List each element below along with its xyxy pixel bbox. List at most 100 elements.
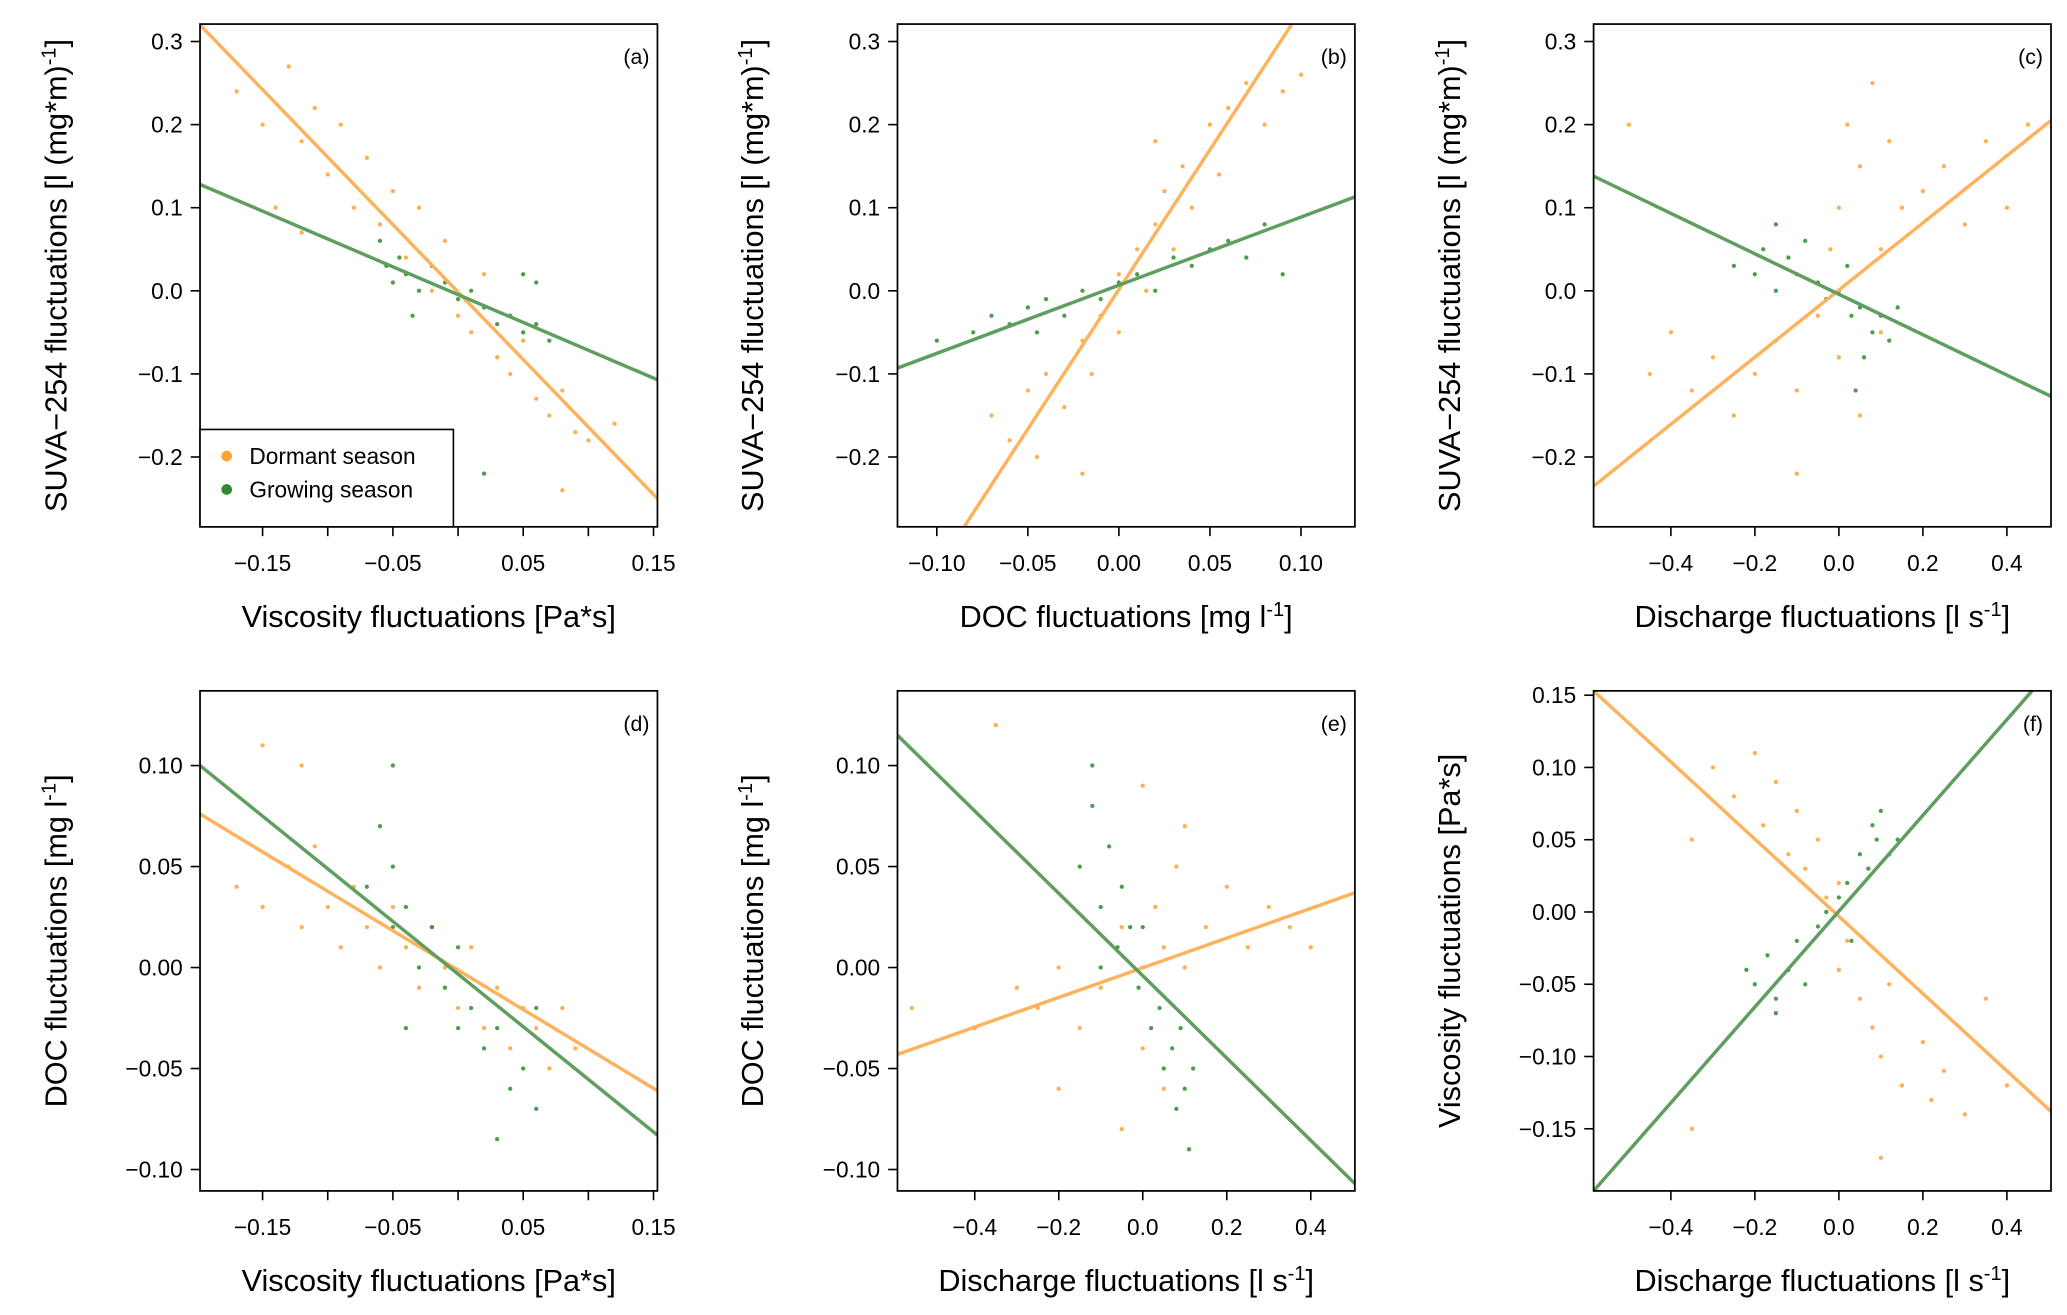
data-point bbox=[2004, 205, 2009, 210]
data-point bbox=[508, 1046, 513, 1051]
label-segment: ] bbox=[2002, 600, 2011, 634]
data-point bbox=[1226, 238, 1231, 244]
data-point bbox=[390, 904, 395, 910]
data-point bbox=[1186, 1147, 1192, 1152]
panel-letter: (c) bbox=[2018, 45, 2043, 69]
regression-line-dormant bbox=[1593, 119, 2051, 488]
data-point bbox=[364, 925, 369, 930]
data-point bbox=[1773, 1011, 1779, 1016]
data-point bbox=[1794, 388, 1799, 393]
data-point bbox=[442, 985, 448, 990]
y-tick-label: 0.3 bbox=[1545, 29, 1577, 55]
data-point bbox=[312, 105, 317, 111]
data-point bbox=[455, 1025, 461, 1031]
x-tick-label: 0.05 bbox=[501, 550, 545, 576]
data-point bbox=[1786, 852, 1791, 857]
y-axis-label: SUVA−254 fluctuations [l (mg*m)-1] bbox=[735, 39, 770, 512]
label-segment: DOC fluctuations [mg l bbox=[40, 801, 74, 1108]
series-points-dormant bbox=[234, 743, 578, 1071]
y-tick-label: 0.0 bbox=[151, 278, 183, 304]
data-point bbox=[1077, 864, 1082, 869]
data-point bbox=[1136, 985, 1141, 990]
data-point bbox=[1148, 1025, 1154, 1031]
data-point bbox=[1298, 72, 1304, 77]
data-point bbox=[234, 884, 239, 889]
data-point bbox=[416, 288, 422, 293]
label-segment: -1 bbox=[735, 783, 757, 801]
data-point bbox=[1853, 388, 1858, 393]
y-axis-label: Viscosity fluctuations [Pa*s] bbox=[1433, 754, 1467, 1128]
data-point bbox=[1224, 884, 1229, 889]
data-point bbox=[416, 205, 422, 210]
data-point bbox=[1920, 189, 1925, 194]
label-segment: ] bbox=[1433, 39, 1467, 48]
data-point bbox=[1244, 255, 1249, 260]
regression-line-dormant bbox=[200, 24, 658, 500]
data-point bbox=[390, 189, 395, 194]
data-point bbox=[469, 330, 474, 335]
label-segment: Viscosity fluctuations [Pa*s] bbox=[242, 600, 616, 634]
y-tick-label: −0.05 bbox=[823, 1056, 880, 1082]
regression-line-dormant bbox=[962, 24, 1294, 527]
data-point bbox=[1134, 247, 1140, 252]
data-point bbox=[1007, 438, 1012, 443]
data-point bbox=[299, 230, 304, 235]
data-point bbox=[338, 122, 343, 127]
data-point bbox=[481, 1025, 487, 1031]
panel-c: −0.4 −0.2 0.0 0.2 0.4 0.3 0.2 0.1 0.0 −0.1 −0.2 Dis… bbox=[1432, 23, 2052, 634]
data-point bbox=[1744, 967, 1749, 972]
y-axis-label: DOC fluctuations [mg l-1] bbox=[735, 774, 770, 1107]
data-point bbox=[481, 471, 487, 476]
x-tick-label: 0.0 bbox=[1823, 1214, 1855, 1240]
data-point bbox=[1153, 288, 1158, 293]
data-point bbox=[1765, 953, 1770, 958]
data-point bbox=[1794, 471, 1799, 476]
data-point bbox=[1836, 895, 1841, 900]
data-point bbox=[1815, 924, 1821, 929]
data-point bbox=[1189, 205, 1194, 210]
data-point bbox=[495, 985, 500, 990]
data-point bbox=[1773, 288, 1779, 293]
x-tick-label: 0.15 bbox=[631, 1214, 675, 1240]
label-segment: ] bbox=[1284, 600, 1293, 634]
x-tick-label: 0.2 bbox=[1907, 1214, 1939, 1240]
data-point bbox=[1668, 330, 1674, 335]
legend-marker-dormant bbox=[221, 450, 233, 462]
data-point bbox=[1207, 122, 1213, 127]
data-point bbox=[1857, 413, 1863, 418]
data-point bbox=[1140, 1046, 1145, 1051]
data-point bbox=[521, 272, 526, 277]
data-point bbox=[1752, 982, 1757, 987]
data-point bbox=[416, 985, 422, 990]
data-point bbox=[971, 330, 976, 335]
data-point bbox=[1962, 1112, 1967, 1117]
data-point bbox=[560, 1005, 565, 1011]
data-point bbox=[1878, 1054, 1883, 1059]
regression-line-growing bbox=[200, 182, 658, 382]
y-tick-label: 0.10 bbox=[836, 753, 880, 779]
data-point bbox=[481, 272, 487, 277]
series-points-dormant bbox=[234, 64, 617, 493]
data-point bbox=[1098, 904, 1103, 910]
data-point bbox=[1244, 80, 1249, 86]
data-point bbox=[403, 1025, 409, 1031]
y-tick-label: −0.2 bbox=[138, 444, 183, 470]
data-point bbox=[1887, 338, 1892, 343]
data-point bbox=[299, 139, 304, 144]
label-segment: Discharge fluctuations [l s bbox=[1634, 600, 1983, 634]
x-tick-label: −0.05 bbox=[999, 550, 1056, 576]
data-point bbox=[1098, 965, 1103, 970]
label-segment: ] bbox=[40, 39, 74, 48]
data-point bbox=[1162, 189, 1167, 194]
y-axis-label: DOC fluctuations [mg l-1] bbox=[39, 774, 74, 1107]
data-point bbox=[534, 280, 539, 285]
data-point bbox=[1710, 765, 1716, 770]
data-point bbox=[1773, 222, 1779, 227]
x-tick-label: 0.2 bbox=[1907, 550, 1939, 576]
y-tick-label: −0.1 bbox=[1532, 361, 1577, 387]
data-point bbox=[1786, 255, 1791, 260]
data-point bbox=[534, 321, 539, 327]
data-point bbox=[1119, 884, 1124, 889]
data-point bbox=[508, 371, 513, 376]
y-tick-label: 0.1 bbox=[1545, 195, 1577, 221]
